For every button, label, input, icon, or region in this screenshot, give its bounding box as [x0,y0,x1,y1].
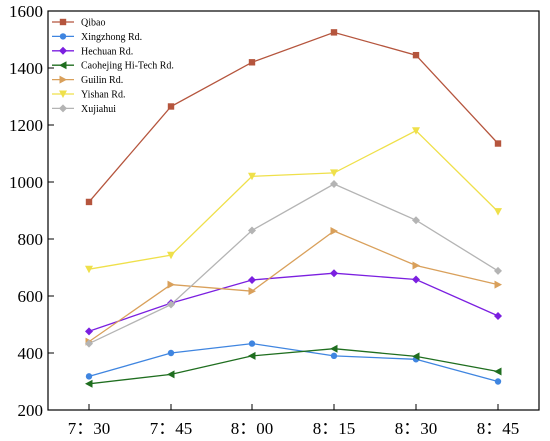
legend-item: Guilin Rd. [52,75,123,86]
x-tick-label: 8：15 [313,419,356,438]
data-point [248,351,256,360]
data-point [494,367,502,376]
data-point [167,103,175,110]
legend-item: Qibao [52,18,105,29]
data-point [85,379,93,388]
legend-label: Guilin Rd. [81,75,123,86]
legend-swatch-marker [59,104,67,113]
data-point [248,276,256,285]
data-point [412,216,420,225]
data-point [412,352,420,361]
plot-border [47,10,540,411]
legend-swatch-marker [59,75,67,84]
data-point [167,300,175,309]
y-tick-label: 1400 [9,59,43,78]
data-point [494,208,502,216]
data-point [494,311,502,320]
data-point [248,59,256,66]
legend-item: Xujiahui [52,104,116,115]
y-tick-label: 1000 [9,173,43,192]
data-point [85,373,93,380]
series-line [88,348,499,385]
data-point [167,349,175,357]
data-point [85,339,93,348]
series-yishan-rd [85,127,502,274]
series-guilin-rd [85,227,502,346]
legend-item: Caohejing Hi-Tech Rd. [52,61,174,72]
data-point [330,269,338,278]
data-point [167,251,175,260]
series-qibao [85,29,502,206]
legend-item: Xingzhong Rd. [52,32,142,43]
legend-label: Xingzhong Rd. [81,32,142,43]
data-point [167,370,175,379]
data-point [412,127,420,135]
legend-label: Qibao [81,18,105,29]
series-caohejing-hi-tech-rd [85,344,502,388]
data-point [494,266,502,275]
data-point [248,172,256,181]
y-tick-label: 1200 [9,116,43,135]
y-axis: 200 400 600 800 1000 1200 1400 1600 [9,2,54,420]
series-line [88,31,499,203]
plot-frame [47,10,540,411]
legend-swatch-marker [59,90,67,98]
y-tick-label: 800 [18,230,44,249]
data-point [330,169,338,177]
legend-item: Yishan Rd. [52,90,125,101]
series-line [88,342,499,383]
data-point [494,280,502,289]
series-line [88,272,499,332]
series-hechuan-rd [85,269,502,336]
data-point [167,280,175,289]
data-point [330,344,338,353]
series-xujiahui [85,179,502,348]
data-point [330,29,338,36]
legend-label: Caohejing Hi-Tech Rd. [81,61,174,72]
legend-swatch-marker [59,61,67,70]
x-tick-label: 8：45 [477,419,520,438]
data-point [412,275,420,284]
series-layer [85,29,502,388]
legend-label: Xujiahui [81,104,116,115]
data-point [85,265,93,274]
legend-swatch-marker [59,18,67,26]
legend-swatch-marker [59,33,67,40]
data-point [85,198,93,206]
y-tick-label: 600 [18,287,44,306]
legend-label: Yishan Rd. [81,90,125,101]
data-point [330,179,338,188]
data-point [330,227,338,236]
y-tick-label: 1600 [9,2,43,21]
series-line [88,129,499,270]
series-xingzhong-rd [85,340,502,385]
data-point [85,327,93,336]
x-axis: 7：30 7：45 8：00 8：15 8：30 8：45 [68,404,520,438]
legend-label: Hechuan Rd. [81,46,133,57]
x-tick-label: 7：30 [68,419,111,438]
legend: Qibao Xingzhong Rd. Hechuan Rd. Caohejing H… [52,18,174,115]
data-point [494,378,502,385]
legend-item: Hechuan Rd. [52,46,133,57]
y-tick-label: 400 [18,344,44,363]
data-point [248,340,256,347]
data-point [330,352,338,360]
legend-swatch-marker [59,46,67,55]
series-line [88,230,499,343]
data-point [248,287,256,296]
data-point [412,261,420,270]
y-tick-label: 200 [18,401,44,420]
x-tick-label: 7：45 [150,419,193,438]
data-point [412,51,420,59]
data-point [494,140,502,147]
data-point [248,226,256,235]
x-tick-label: 8：00 [231,419,274,438]
series-line [88,183,499,345]
x-tick-label: 8：30 [395,419,438,438]
